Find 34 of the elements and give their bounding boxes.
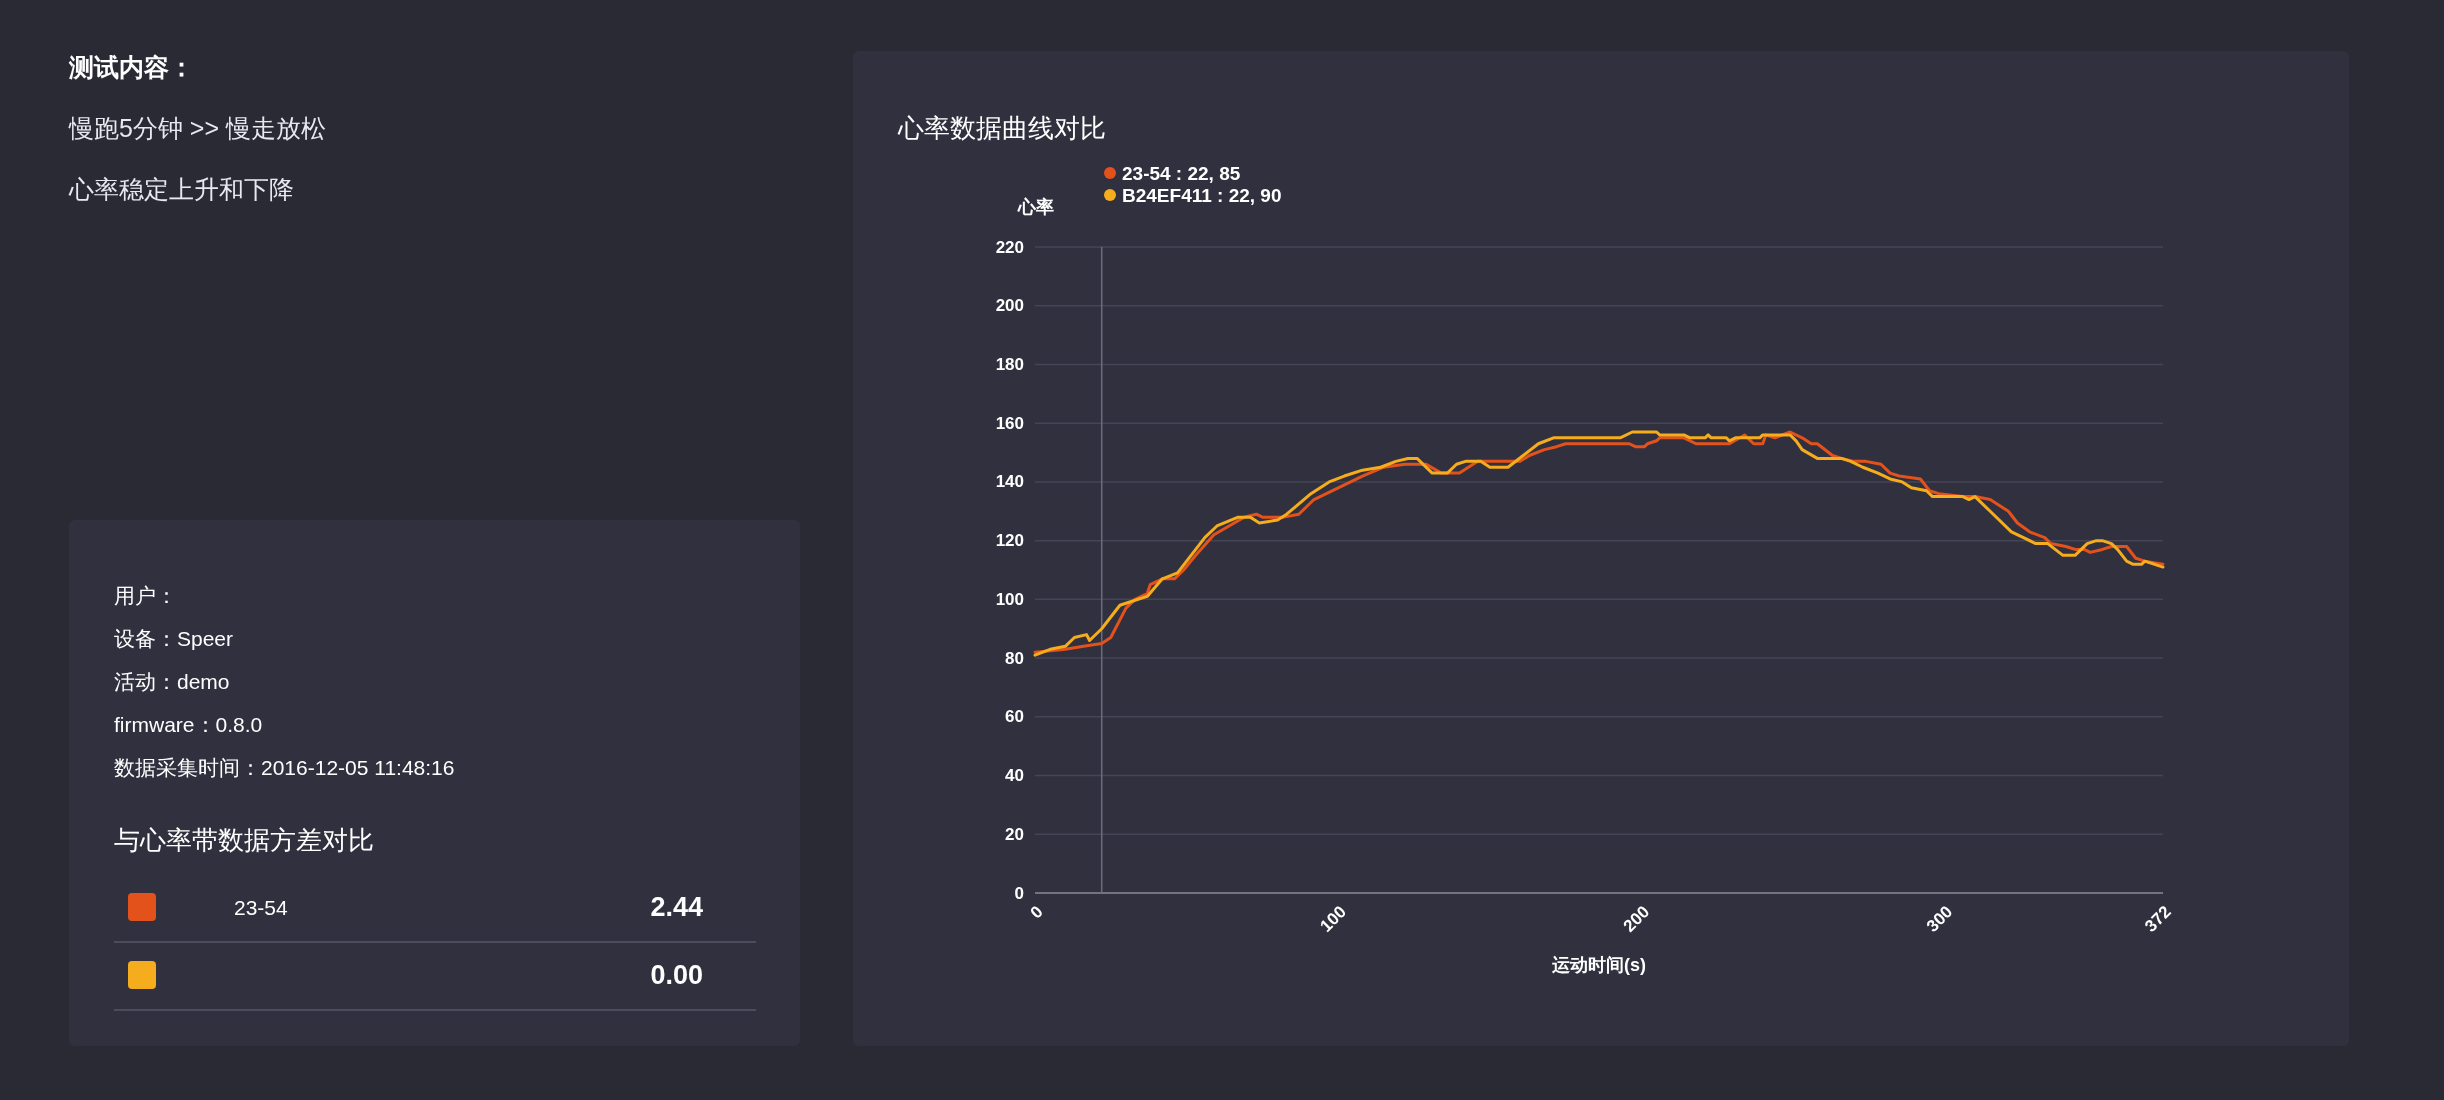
y-tick-label: 80 — [1005, 648, 1024, 668]
legend-label: 23-54 : 22, 85 — [1122, 162, 1241, 184]
x-tick-label: 372 — [2141, 902, 2175, 936]
category-label: 23-54 — [234, 895, 289, 919]
y-tick-label: 160 — [995, 413, 1024, 433]
text: 2.44 — [650, 892, 703, 922]
text: 测试内容： — [69, 52, 194, 81]
y-tick-label: 180 — [995, 354, 1024, 374]
x-tick-label: 200 — [1619, 902, 1654, 936]
text: firmware：0.8.0 — [114, 712, 263, 736]
y-tick-label: 40 — [1005, 766, 1024, 786]
y-tick-label: 140 — [995, 472, 1024, 492]
text: 心率稳定上升和下降 — [69, 174, 294, 203]
x-tick-label: 0 — [1026, 902, 1047, 923]
y-tick-label: 200 — [995, 296, 1024, 316]
y-axis-title: 心率 — [1017, 197, 1054, 217]
y-tick-label: 100 — [995, 589, 1024, 609]
x-axis-title: 运动时间(s) — [1551, 955, 1646, 975]
text: 数据采集时间：2016-12-05 11:48:16 — [114, 755, 455, 779]
x-tick-label: 100 — [1316, 902, 1350, 936]
text: 与心率带数据方差对比 — [114, 825, 374, 855]
y-tick-label: 20 — [1005, 824, 1024, 844]
x-tick-label: 300 — [1922, 902, 1957, 936]
text: 0.00 — [650, 960, 703, 990]
text: 用户： — [114, 583, 177, 607]
text: 设备：Speer — [114, 626, 234, 650]
y-tick-label: 60 — [1005, 707, 1024, 727]
y-tick-label: 0 — [1014, 883, 1024, 903]
y-tick-label: 220 — [995, 237, 1024, 257]
chart-title: 心率数据曲线对比 — [897, 113, 1106, 143]
legend-label: B24EF411 : 22, 90 — [1122, 184, 1282, 206]
text: 慢跑5分钟 >> 慢走放松 — [69, 113, 326, 142]
text: 活动：demo — [114, 669, 230, 693]
y-tick-label: 120 — [995, 531, 1024, 551]
